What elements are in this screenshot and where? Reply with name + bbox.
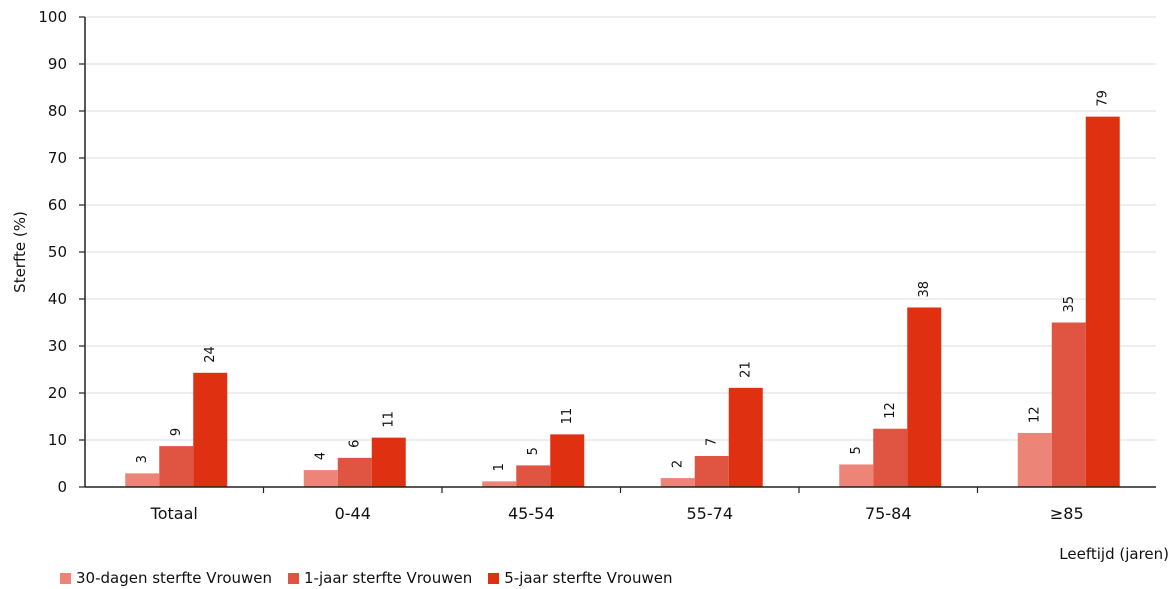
x-axis-categories: Totaal 0-44 45-54 55-74 75-84 ≥85 [150, 504, 1084, 523]
data-label: 5 [849, 446, 864, 454]
y-tick-label: 60 [48, 196, 67, 214]
data-label: 79 [1096, 90, 1111, 107]
data-label: 4 [314, 452, 329, 460]
legend-item: 5-jaar sterfte Vrouwen [488, 569, 672, 587]
legend-swatch [488, 572, 500, 584]
legend-item: 30-dagen sterfte Vrouwen [60, 569, 272, 587]
legend-swatch [288, 572, 300, 584]
legend-label: 5-jaar sterfte Vrouwen [504, 569, 673, 587]
y-axis-ticks: 0 10 20 30 40 50 60 70 80 90 100 [38, 8, 85, 496]
bar [193, 372, 228, 487]
legend-label: 30-dagen sterfte Vrouwen [76, 569, 273, 587]
x-axis-separators [262, 487, 979, 493]
gridlines [85, 16, 1156, 441]
bar [125, 473, 160, 487]
data-label: 1 [492, 463, 507, 471]
x-category-label: 0-44 [335, 504, 371, 523]
bar [1017, 432, 1052, 487]
data-label: 12 [1028, 406, 1043, 423]
x-category-label: 55-74 [687, 504, 734, 523]
x-category-label: Totaal [150, 504, 198, 523]
data-label: 21 [739, 361, 754, 378]
legend-label: 1-jaar sterfte Vrouwen [304, 569, 473, 587]
y-tick-label: 50 [48, 243, 67, 261]
data-label: 11 [382, 411, 397, 428]
bar [694, 455, 729, 487]
y-tick-label: 30 [48, 337, 67, 355]
y-tick-label: 70 [48, 149, 67, 167]
data-label: 12 [883, 402, 898, 419]
legend-item: 1-jaar sterfte Vrouwen [288, 569, 472, 587]
bar [660, 478, 695, 487]
legend: 30-dagen sterfte Vrouwen 1-jaar sterfte V… [60, 569, 672, 587]
bar [1051, 322, 1086, 487]
y-tick-label: 0 [57, 478, 67, 496]
x-category-label: 45-54 [508, 504, 555, 523]
data-label: 6 [348, 440, 363, 448]
bar [839, 464, 874, 487]
y-axis-title: Sterfte (%) [11, 211, 29, 293]
y-tick-label: 20 [48, 384, 67, 402]
y-tick-label: 90 [48, 55, 67, 73]
data-label: 11 [560, 408, 575, 425]
x-category-label: ≥85 [1050, 504, 1084, 523]
x-axis-title: Leeftijd (jaren) [1059, 545, 1169, 563]
bar [482, 481, 517, 487]
y-tick-label: 80 [48, 102, 67, 120]
data-label: 35 [1062, 296, 1077, 313]
y-tick-label: 40 [48, 290, 67, 308]
x-category-label: 75-84 [865, 504, 912, 523]
bar [728, 387, 763, 487]
data-label: 5 [526, 447, 541, 455]
bar [303, 470, 338, 487]
y-tick-label: 100 [38, 8, 67, 26]
data-label: 3 [135, 455, 150, 463]
data-label: 7 [705, 438, 720, 446]
bar [550, 434, 585, 487]
bar [873, 428, 908, 487]
data-label: 9 [169, 428, 184, 436]
y-tick-label: 10 [48, 431, 67, 449]
bars [125, 116, 1120, 487]
bar [371, 437, 406, 487]
legend-swatch [60, 572, 71, 584]
bar [516, 465, 551, 487]
data-label: 24 [203, 346, 218, 363]
bar [159, 446, 194, 487]
data-label: 2 [671, 460, 686, 468]
bar [1085, 116, 1120, 487]
data-label: 38 [917, 281, 932, 298]
bar [337, 457, 372, 487]
bar [907, 307, 942, 487]
